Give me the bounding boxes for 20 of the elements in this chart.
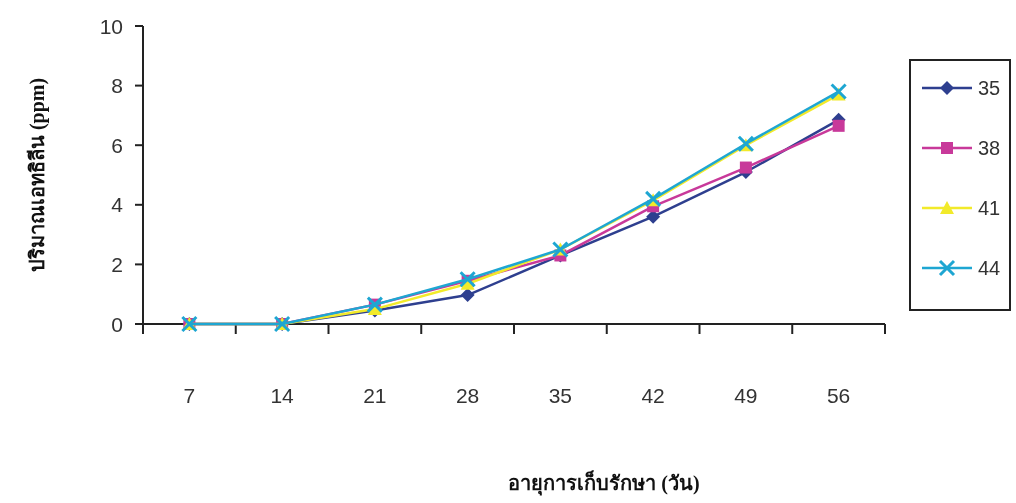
y-tick-label: 10 [99, 14, 123, 38]
x-tick-label: 56 [826, 384, 851, 407]
legend-label: 44 [978, 257, 1001, 279]
y-tick-label: 4 [111, 193, 124, 217]
x-tick-label: 7 [183, 384, 196, 407]
x-tick-label: 28 [455, 384, 480, 407]
y-tick-label: 2 [111, 252, 123, 276]
x-tick-label: 14 [270, 384, 295, 407]
legend-label: 41 [978, 197, 1001, 219]
y-tick-label: 6 [111, 133, 123, 157]
y-tick-label: 0 [111, 312, 123, 336]
legend-label: 38 [978, 137, 1001, 159]
y-tick-label: 8 [111, 74, 123, 98]
y-axis-title: ปริมาณเอทธิลีน (ppm) [26, 77, 49, 273]
x-tick-label: 49 [734, 384, 758, 407]
x-axis-title: อายุการเก็บรักษา (วัน) [508, 470, 700, 496]
legend-label: 35 [978, 77, 1001, 99]
x-tick-label: 21 [363, 384, 387, 407]
x-tick-label: 42 [641, 384, 665, 407]
x-tick-label: 35 [548, 384, 573, 407]
